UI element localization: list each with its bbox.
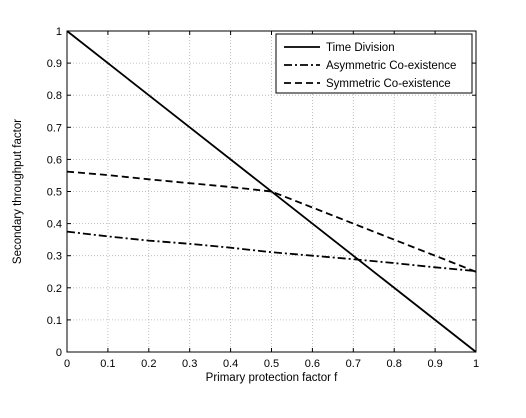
y-tick-label: 0.7 [47,122,62,134]
x-tick-label: 0.1 [100,358,115,370]
x-tick-label: 0.7 [346,358,361,370]
y-tick-label: 0.6 [47,154,62,166]
legend-box [275,33,473,94]
x-tick-label: 0.3 [182,358,197,370]
grid [67,31,476,352]
x-tick-label: 0.8 [387,358,402,370]
y-tick-labels: 0 0.1 0.2 0.3 0.4 0.5 0.6 0.7 0.8 0.9 1 [47,26,62,359]
legend-label-symmetric-co-existence: Symmetric Co-existence [326,78,451,90]
legend: Time Division Asymmetric Co-existence Symm… [275,33,473,94]
y-tick-label: 0.9 [47,58,62,70]
series-line-symmetric-co-existence [66,170,477,273]
series-line-asymmetric-co-existence [66,230,477,272]
y-axis-title: Secondary throughput factor [12,119,24,264]
y-tick-label: 0.4 [47,219,62,231]
x-axis-title: Primary protection factor f [206,372,338,384]
y-tick-label: 0.8 [47,90,62,102]
y-tick-label: 0.3 [47,251,62,263]
y-tick-label: 0 [56,347,62,359]
x-tick-labels: 0 0.1 0.2 0.3 0.4 0.5 0.6 0.7 0.8 0.9 1 [64,358,479,370]
x-tick-label: 0.6 [305,358,320,370]
axis-ticks [66,30,477,353]
y-tick-label: 0.5 [47,187,62,199]
series-lines [66,30,477,353]
x-tick-label: 0.9 [427,358,442,370]
x-tick-label: 0.5 [264,358,279,370]
x-tick-label: 0.4 [223,358,238,370]
x-tick-label: 0.2 [141,358,156,370]
x-tick-label: 0 [64,358,70,370]
legend-items: Time Division Asymmetric Co-existence Symm… [284,42,456,90]
legend-label-time-division: Time Division [326,42,395,54]
y-tick-label: 1 [56,26,62,38]
y-tick-label: 0.2 [47,283,62,295]
legend-label-asymmetric-co-existence: Asymmetric Co-existence [326,60,456,72]
y-tick-label: 0.1 [47,315,62,327]
series-line-time-division [66,30,477,353]
x-tick-label: 1 [473,358,479,370]
